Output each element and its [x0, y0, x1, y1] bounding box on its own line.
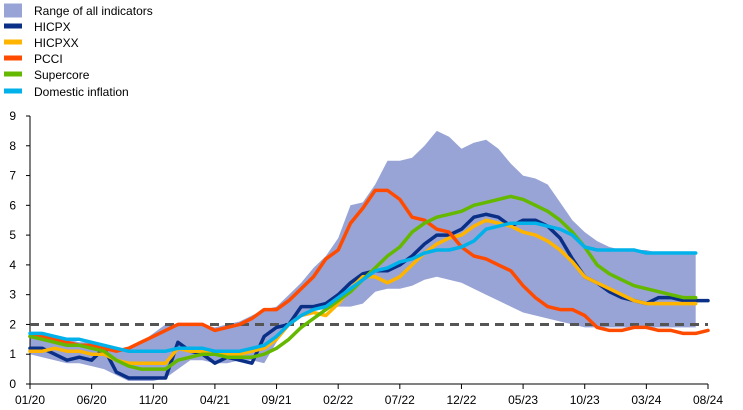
x-tick-label: 09/21	[262, 393, 292, 407]
y-tick-label: 3	[9, 288, 16, 302]
y-tick-label: 0	[9, 377, 16, 391]
legend-label-hicpxx: HICPXX	[34, 36, 79, 50]
range-band	[30, 130, 696, 381]
x-tick-label: 07/22	[385, 393, 415, 407]
plot-area: 0 1 2 3 4 5 6 7 8 9 01/20 06/20 11/20 04/21 09/21 02/22…	[9, 109, 723, 407]
y-tick-label: 9	[9, 109, 16, 123]
y-tick-label: 2	[9, 317, 16, 331]
legend-label-domestic-inflation: Domestic inflation	[34, 85, 129, 99]
x-tick-label: 01/20	[15, 393, 45, 407]
legend-swatch-range	[4, 3, 22, 18]
x-tick-label: 06/20	[77, 393, 107, 407]
series-line-domestic-inflation	[28, 221, 698, 353]
x-tick-label: 04/21	[200, 393, 230, 407]
y-tick-label: 7	[9, 169, 16, 183]
x-tick-label: 10/23	[570, 393, 600, 407]
x-tick-label: 08/24	[693, 393, 723, 407]
y-tick-label: 5	[9, 228, 16, 242]
series-line-hicpxx	[28, 218, 698, 365]
series-line-pcci	[28, 188, 710, 353]
legend: Range of all indicators HICPX HICPXX PCC…	[4, 3, 153, 99]
x-tick-label: 03/24	[631, 393, 661, 407]
legend-label-supercore: Supercore	[34, 68, 90, 82]
y-tick-label: 8	[9, 139, 16, 153]
y-tick-label: 1	[9, 347, 16, 361]
x-tick-label: 05/23	[508, 393, 538, 407]
legend-label-range: Range of all indicators	[34, 4, 153, 18]
legend-label-pcci: PCCI	[34, 52, 63, 66]
legend-label-hicpx: HICPX	[34, 20, 71, 34]
x-tick-label: 12/22	[446, 393, 476, 407]
y-tick-label: 4	[9, 258, 16, 272]
x-tick-label: 11/20	[139, 393, 168, 407]
y-tick-label: 6	[9, 198, 16, 212]
x-tick-label: 02/22	[323, 393, 353, 407]
